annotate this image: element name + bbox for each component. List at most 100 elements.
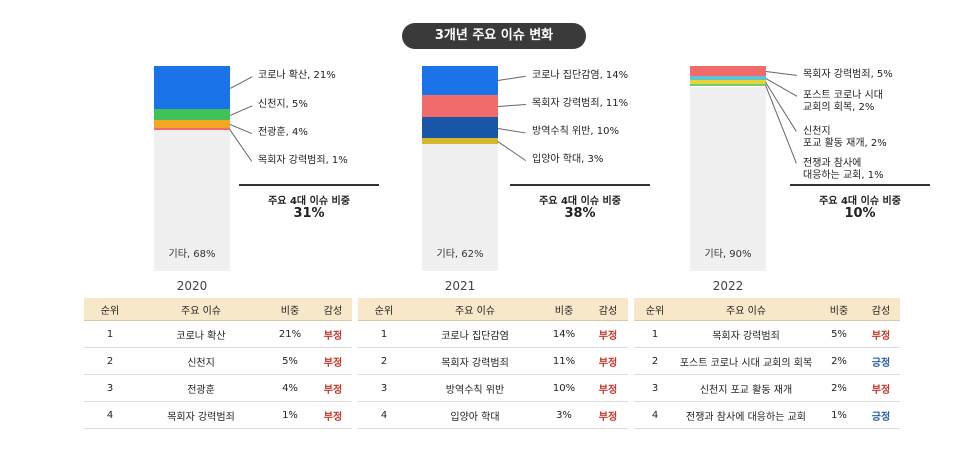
table-cell: 부정 (314, 320, 352, 348)
bar-segment (690, 80, 766, 85)
leader-line (498, 75, 527, 82)
table-cell: 부정 (588, 401, 628, 429)
table-row: 1 코로나 확산 21% 부정 (84, 320, 352, 348)
segment-label: 코로나 확산, 21% (258, 70, 336, 81)
table-cell: 2% (816, 374, 862, 402)
bar-segment (422, 137, 498, 144)
bar-segment (422, 117, 498, 138)
table-cell: 부정 (588, 374, 628, 402)
table-cell: 1 (84, 320, 136, 348)
segment-label: 포스트 코로나 시대 교회의 회복, 2% (803, 90, 883, 113)
issue-rank-table: 순위 주요 이슈 비중 감성 1 코로나 집단감염 14% 부정 2 목회자 강력범죄 11% 부정 3… (358, 298, 628, 429)
table-cell: 방역수칙 위반 (410, 374, 540, 402)
year-label: 2021 (444, 279, 476, 293)
column-header: 순위 (358, 298, 410, 321)
bar-segment (154, 128, 230, 131)
table-cell: 5% (266, 347, 314, 375)
bar-segment (154, 130, 230, 271)
table-row: 4 전쟁과 참사에 대응하는 교회 1% 긍정 (634, 401, 900, 429)
bar-segment (690, 86, 766, 271)
table-cell: 부정 (314, 401, 352, 429)
summary-value: 31% (293, 206, 325, 221)
table-cell: 코로나 확산 (136, 320, 266, 348)
table-cell: 부정 (862, 320, 900, 348)
leader-line (765, 78, 797, 97)
table-header-row: 순위 주요 이슈 비중 감성 (358, 298, 628, 321)
bar-segment (690, 66, 766, 77)
table-cell: 긍정 (862, 347, 900, 375)
table-cell: 1% (266, 401, 314, 429)
summary-divider (790, 184, 930, 186)
table-cell: 4% (266, 374, 314, 402)
table-row: 3 방역수칙 위반 10% 부정 (358, 374, 628, 402)
segment-label: 목회자 강력범죄, 5% (803, 69, 893, 80)
leader-line (498, 103, 527, 107)
other-segment-label: 기타, 62% (436, 249, 484, 260)
bar-segment (690, 76, 766, 81)
table-cell: 21% (266, 320, 314, 348)
summary-value: 10% (844, 206, 876, 221)
stacked-bar-2021 (422, 66, 498, 271)
table-cell: 부정 (588, 347, 628, 375)
other-segment-label: 기타, 90% (704, 249, 752, 260)
table-header-row: 순위 주요 이슈 비중 감성 (84, 298, 352, 321)
bar-segment (422, 66, 498, 95)
column-header: 순위 (634, 298, 676, 321)
leader-line (497, 140, 526, 161)
segment-label: 목회자 강력범죄, 11% (532, 98, 629, 109)
segment-label: 목회자 강력범죄, 1% (258, 155, 348, 166)
table-row: 2 신천지 5% 부정 (84, 347, 352, 375)
table-cell: 1 (358, 320, 410, 348)
table-cell: 14% (540, 320, 588, 348)
table-cell: 긍정 (862, 401, 900, 429)
table-row: 3 신천지 포교 활동 재개 2% 부정 (634, 374, 900, 402)
leader-line (497, 127, 526, 133)
table-cell: 1% (816, 401, 862, 429)
bar-segment (690, 84, 766, 87)
table-cell: 부정 (314, 347, 352, 375)
table-cell: 4 (634, 401, 676, 429)
segment-label: 전쟁과 참사에 대응하는 교회, 1% (803, 158, 884, 181)
column-header: 비중 (816, 298, 862, 321)
table-row: 2 포스트 코로나 시대 교회의 회복 2% 긍정 (634, 347, 900, 375)
year-label: 2020 (176, 279, 208, 293)
stacked-bar-2020 (154, 66, 230, 271)
table-cell: 입양아 학대 (410, 401, 540, 429)
column-header: 감성 (314, 298, 352, 321)
leader-line (230, 104, 253, 116)
table-cell: 2 (358, 347, 410, 375)
table-cell: 신천지 포교 활동 재개 (676, 374, 816, 402)
segment-label: 코로나 집단감염, 14% (532, 70, 629, 81)
table-cell: 10% (540, 374, 588, 402)
column-header: 감성 (862, 298, 900, 321)
summary-value: 38% (564, 206, 596, 221)
segment-label: 전광훈, 4% (258, 127, 308, 138)
table-cell: 2 (634, 347, 676, 375)
table-cell: 부정 (314, 374, 352, 402)
year-label: 2022 (712, 279, 744, 293)
column-header: 순위 (84, 298, 136, 321)
table-row: 1 코로나 집단감염 14% 부정 (358, 320, 628, 348)
column-header: 주요 이슈 (136, 298, 266, 321)
table-row: 4 목회자 강력범죄 1% 부정 (84, 401, 352, 429)
bar-segment (422, 143, 498, 271)
chart-title: 3개년 주요 이슈 변화 (402, 23, 586, 49)
table-cell: 부정 (862, 374, 900, 402)
leader-line (229, 129, 252, 162)
table-row: 2 목회자 강력범죄 11% 부정 (358, 347, 628, 375)
table-cell: 목회자 강력범죄 (676, 320, 816, 348)
table-cell: 2% (816, 347, 862, 375)
table-cell: 포스트 코로나 시대 교회의 회복 (676, 347, 816, 375)
summary-title: 주요 4대 이슈 비중 (819, 196, 901, 207)
bar-segment (422, 94, 498, 118)
segment-label: 방역수칙 위반, 10% (532, 126, 619, 137)
table-row: 3 전광훈 4% 부정 (84, 374, 352, 402)
summary-title: 주요 4대 이슈 비중 (268, 196, 350, 207)
segment-label: 입양아 학대, 3% (532, 154, 604, 165)
table-cell: 전광훈 (136, 374, 266, 402)
issue-rank-table: 순위 주요 이슈 비중 감성 1 코로나 확산 21% 부정 2 신천지 5% 부정 3 전광훈 4% 부정 4… (84, 298, 352, 429)
table-cell: 1 (634, 320, 676, 348)
table-cell: 5% (816, 320, 862, 348)
